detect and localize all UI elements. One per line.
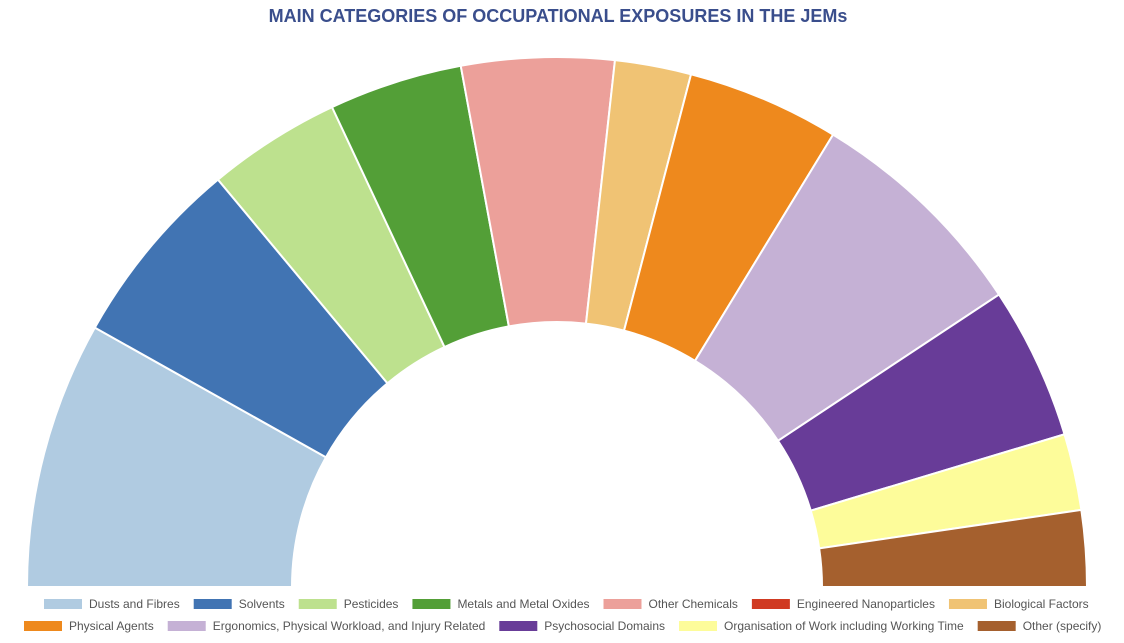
legend-item-ergonomics-physical-workload-and-injury-related[interactable]: Ergonomics, Physical Workload, and Injur…	[167, 619, 486, 633]
legend: Dusts and Fibres Solvents Pesticides Metals…	[24, 597, 1101, 633]
legend-item-psychosocial-domains[interactable]: Psychosocial Domains	[499, 619, 665, 633]
legend-label: Other Chemicals	[649, 597, 738, 611]
legend-swatch	[44, 599, 82, 609]
legend-label: Organisation of Work including Working T…	[724, 619, 964, 633]
legend-swatch	[977, 621, 1016, 631]
legend-swatch	[603, 599, 642, 609]
legend-item-solvents[interactable]: Solvents	[193, 597, 285, 611]
legend-item-other-chemicals[interactable]: Other Chemicals	[603, 597, 738, 611]
legend-swatch	[24, 621, 62, 631]
legend-item-other-specify[interactable]: Other (specify)	[977, 619, 1102, 633]
legend-swatch	[948, 599, 987, 609]
legend-label: Pesticides	[344, 597, 399, 611]
legend-label: Metals and Metal Oxides	[457, 597, 589, 611]
legend-item-pesticides[interactable]: Pesticides	[298, 597, 399, 611]
legend-item-engineered-nanoparticles[interactable]: Engineered Nanoparticles	[751, 597, 935, 611]
legend-label: Solvents	[239, 597, 285, 611]
legend-item-physical-agents[interactable]: Physical Agents	[24, 619, 154, 633]
legend-item-dusts-and-fibres[interactable]: Dusts and Fibres	[44, 597, 180, 611]
legend-swatch	[679, 621, 718, 631]
legend-label: Ergonomics, Physical Workload, and Injur…	[213, 619, 486, 633]
legend-swatch	[499, 621, 538, 631]
legend-swatch	[751, 599, 790, 609]
slice-dusts-and-fibres[interactable]	[25, 326, 328, 588]
legend-label: Physical Agents	[69, 619, 154, 633]
legend-label: Other (specify)	[1023, 619, 1102, 633]
legend-item-metals-and-metal-oxides[interactable]: Metals and Metal Oxides	[412, 597, 590, 611]
legend-swatch	[167, 621, 206, 631]
legend-label: Psychosocial Domains	[544, 619, 665, 633]
slice-other-specify[interactable]	[818, 508, 1089, 588]
legend-swatch	[412, 599, 451, 609]
legend-label: Biological Factors	[994, 597, 1089, 611]
slices-group	[25, 56, 1089, 588]
chart-title: MAIN CATEGORIES OF OCCUPATIONAL EXPOSURE…	[268, 6, 848, 26]
legend-item-organisation-of-work-including-working-time[interactable]: Organisation of Work including Working T…	[679, 619, 964, 633]
legend-swatch	[298, 599, 337, 609]
legend-label: Engineered Nanoparticles	[797, 597, 935, 611]
legend-item-biological-factors[interactable]: Biological Factors	[948, 597, 1089, 611]
legend-swatch	[193, 599, 232, 609]
legend-label: Dusts and Fibres	[89, 597, 180, 611]
